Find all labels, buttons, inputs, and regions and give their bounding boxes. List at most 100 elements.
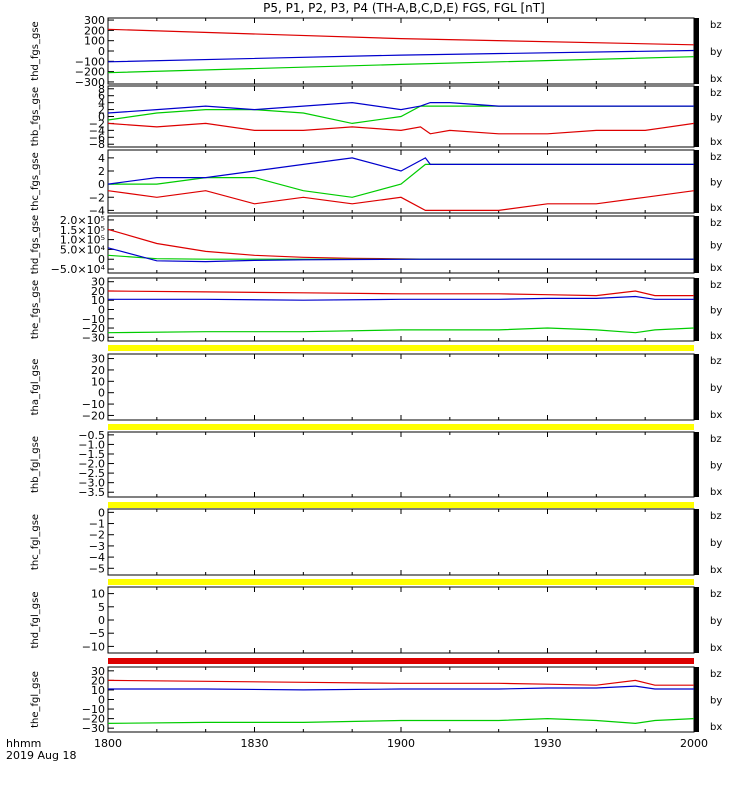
legend-bx: bx [710,74,722,85]
y-tick-label: −5 [89,627,105,640]
legend-bx: bx [710,263,722,274]
panel-frame [107,353,695,421]
y-tick-label: 2.0×10⁵ [60,214,105,227]
legend-bz: bz [710,280,722,291]
y-tick-label: 5 [98,601,105,614]
y-tick-label: −2 [89,529,105,542]
y-tick-label: −2.5 [78,467,105,480]
x-tick-label: 1930 [534,737,562,750]
legend-bx: bx [710,203,722,214]
y-axis-label: the_fgs_gse [30,280,41,339]
panel-frame [107,215,695,274]
y-tick-label: −10 [82,313,105,326]
legend-by: by [710,306,722,317]
legend-bx: bx [710,643,722,654]
right-tick-strip [694,278,699,341]
series-line-bz [108,679,694,686]
y-tick-label: −3 [89,540,105,553]
legend-by: by [710,538,722,549]
legend-by: by [710,113,722,124]
legend-by: by [710,241,722,252]
legend-bx: bx [710,722,722,733]
y-tick-label: −5.0×10⁴ [51,263,106,276]
series-line-bx [108,49,694,63]
y-tick-label: 30 [91,665,105,678]
y-tick-label: −2 [89,117,105,130]
legend-bz: bz [710,589,722,600]
y-tick-label: 5.0×10⁴ [60,243,106,256]
right-tick-strip [694,150,699,213]
y-tick-label: −10 [82,640,105,653]
x-axis-label-hhmm: hhmm [6,737,41,750]
panel-frame [107,586,695,654]
y-tick-label: −20 [82,409,105,422]
legend-bz: bz [710,152,722,163]
legend-bx: bx [710,137,722,148]
series-line-bz [108,190,694,211]
legend-bz: bz [710,511,722,522]
y-tick-label: 10 [91,588,105,601]
legend-by: by [710,178,722,189]
legend-by: by [710,47,722,58]
y-tick-label: 0 [98,304,105,317]
series-line-bz [108,122,694,135]
y-axis-label: thb_fgl_gse [30,436,41,493]
y-tick-label: 20 [91,285,105,298]
y-axis-label: thb_fgs_gse [30,87,41,146]
y-tick-label: 0 [98,694,105,707]
y-axis-label: the_fgl_gse [30,671,41,728]
y-tick-label: 2 [98,165,105,178]
x-axis: 1800 1830 1900 1930 2000 [94,737,708,750]
right-tick-strip [694,509,699,575]
legend-bz: bz [710,88,722,99]
right-tick-strip [694,216,699,273]
y-tick-label: −10 [82,398,105,411]
legend-by: by [710,461,722,472]
y-tick-label: −3.5 [78,486,105,499]
series-line-bx [108,101,694,114]
series-line-by [108,105,694,125]
legend-by: by [710,696,722,707]
legend-by: by [710,383,722,394]
y-tick-label: 0 [98,111,105,124]
y-tick-label: −20 [82,322,105,335]
x-tick-label: 2000 [680,737,708,750]
legend-bz: bz [710,218,722,229]
right-tick-strip [694,587,699,653]
status-bar-red [108,658,694,664]
right-tick-strip [694,86,699,147]
series-line-bz [108,290,694,297]
status-bar-yellow [108,502,694,508]
series-line-bx [108,157,694,185]
y-tick-label: 30 [91,353,105,366]
legend-bz: bz [710,669,722,680]
series-line-bx [108,685,694,691]
legend-by: by [710,616,722,627]
y-tick-label: 4 [98,152,105,165]
series-line-bz [108,28,694,46]
status-bar-yellow [108,424,694,430]
series-line-by [108,717,694,725]
y-tick-label: 0 [98,614,105,627]
y-axis-label: thd_fgl_gse [30,592,41,649]
right-tick-strip [694,667,699,732]
y-axis-label: tha_fgl_gse [30,359,41,416]
y-tick-label: −2.0 [78,458,105,471]
legend-bz: bz [710,356,722,367]
y-tick-label: −10 [82,703,105,716]
y-tick-label: 30 [91,276,105,289]
figure-title: P5, P1, P2, P3, P4 (TH-A,B,C,D,E) FGS, F… [263,1,545,15]
legend-bx: bx [710,410,722,421]
y-tick-label: −30 [82,722,105,735]
y-tick-label: 4 [98,97,105,110]
panel-frame [107,508,695,576]
series-line-by [108,56,694,74]
y-tick-label: −300 [75,76,105,89]
